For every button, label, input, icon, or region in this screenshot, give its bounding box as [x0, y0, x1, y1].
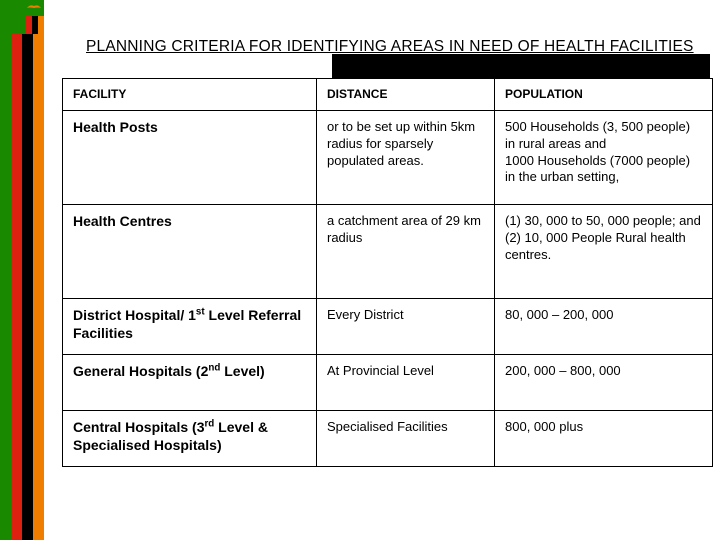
- population-cell: 200, 000 – 800, 000: [495, 355, 713, 411]
- distance-cell: At Provincial Level: [317, 355, 495, 411]
- population-cell: (1) 30, 000 to 50, 000 people; and(2) 10…: [495, 205, 713, 299]
- stripe-orange: [33, 0, 44, 540]
- stripe-red: [11, 0, 22, 540]
- facility-cell: District Hospital/ 1st Level Referral Fa…: [63, 299, 317, 355]
- header-black-bar: [332, 54, 710, 78]
- col-header-distance: DISTANCE: [317, 79, 495, 111]
- facility-cell: Central Hospitals (3rd Level & Specialis…: [63, 411, 317, 467]
- stripe-black: [22, 0, 33, 540]
- left-color-stripes: [0, 0, 44, 540]
- table-row: Health Centresa catchment area of 29 km …: [63, 205, 713, 299]
- facility-cell: Health Centres: [63, 205, 317, 299]
- col-header-facility: FACILITY: [63, 79, 317, 111]
- distance-cell: Every District: [317, 299, 495, 355]
- criteria-table-wrap: FACILITY DISTANCE POPULATION Health Post…: [62, 78, 712, 467]
- flag-eagle-icon: [26, 2, 42, 12]
- table-row: Health Postsor to be set up within 5km r…: [63, 111, 713, 205]
- population-cell: 80, 000 – 200, 000: [495, 299, 713, 355]
- table-header-row: FACILITY DISTANCE POPULATION: [63, 79, 713, 111]
- distance-cell: a catchment area of 29 km radius: [317, 205, 495, 299]
- population-cell: 800, 000 plus: [495, 411, 713, 467]
- facility-cell: General Hospitals (2nd Level): [63, 355, 317, 411]
- distance-cell: or to be set up within 5km radius for sp…: [317, 111, 495, 205]
- table-row: General Hospitals (2nd Level)At Provinci…: [63, 355, 713, 411]
- stripe-green: [0, 0, 11, 540]
- slide-content: PLANNING CRITERIA FOR IDENTIFYING AREAS …: [44, 0, 720, 540]
- population-cell: 500 Households (3, 500 people) in rural …: [495, 111, 713, 205]
- table-row: Central Hospitals (3rd Level & Specialis…: [63, 411, 713, 467]
- criteria-table: FACILITY DISTANCE POPULATION Health Post…: [62, 78, 713, 467]
- table-row: District Hospital/ 1st Level Referral Fa…: [63, 299, 713, 355]
- flag-zambia: [0, 0, 44, 34]
- col-header-population: POPULATION: [495, 79, 713, 111]
- table-body: Health Postsor to be set up within 5km r…: [63, 111, 713, 467]
- facility-cell: Health Posts: [63, 111, 317, 205]
- flag-mini-stripes: [26, 16, 44, 34]
- distance-cell: Specialised Facilities: [317, 411, 495, 467]
